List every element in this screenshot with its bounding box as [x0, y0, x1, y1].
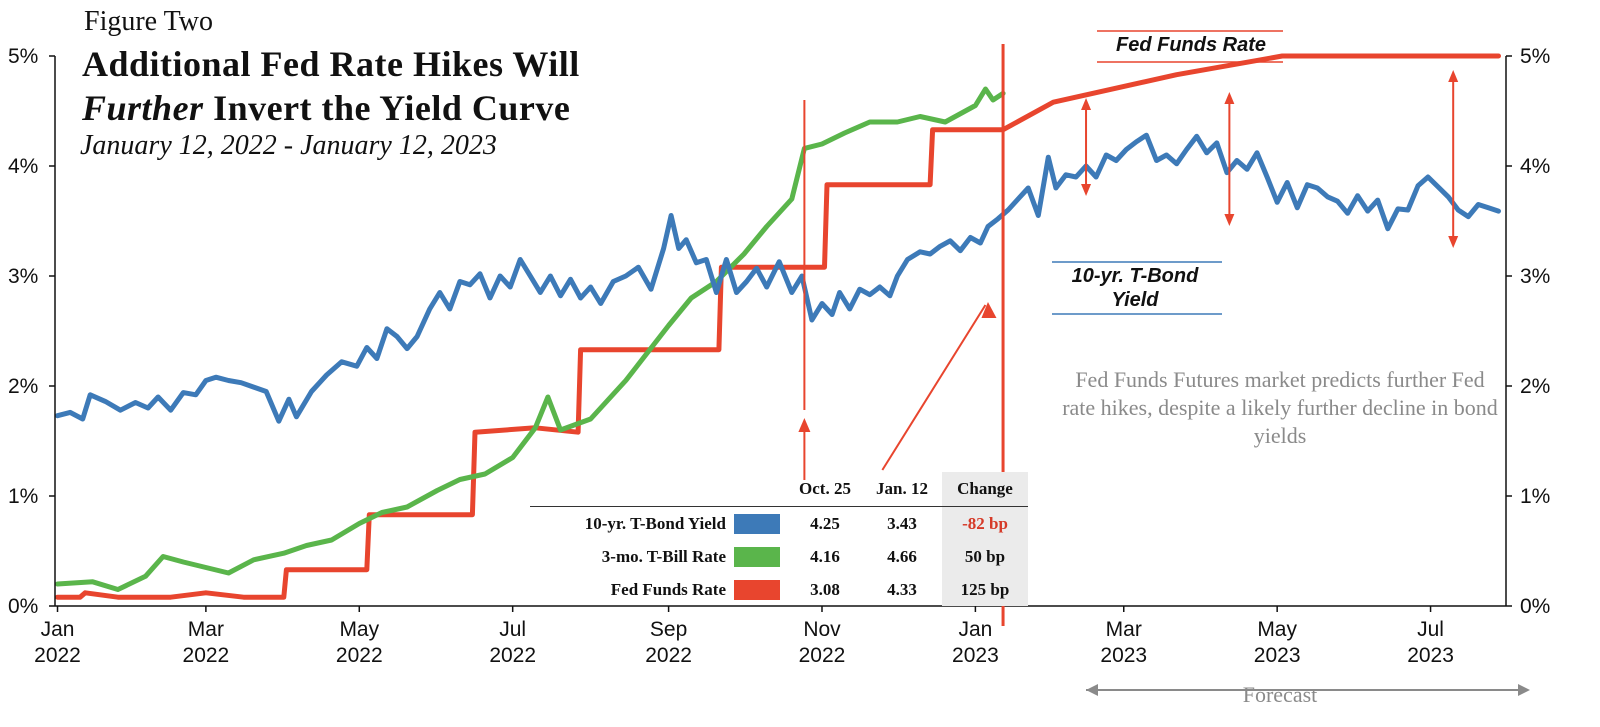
- pointer-arrow-shaft: [881, 304, 987, 471]
- x-tick-label-month: Jan: [958, 618, 992, 641]
- title-emphasis: Further: [82, 88, 204, 128]
- x-tick-label-year: 2022: [34, 644, 81, 667]
- forecast-range-right-head: [1518, 684, 1530, 696]
- row-change-value: -82 bp: [942, 506, 1028, 540]
- tbond-label: 10-yr. T-Bond Yield: [1050, 264, 1220, 312]
- tbond-label-line2: Yield: [1111, 289, 1159, 311]
- gap-arrow-bottom-1: [1224, 214, 1235, 226]
- summary-row-tbond: 10-yr. T-Bond Yield 4.25 3.43 -82 bp: [530, 506, 1028, 540]
- series-line-2: [55, 53, 1501, 600]
- legend-swatch-tbill: [734, 547, 780, 568]
- summary-table: Oct. 25 Jan. 12 Change 10-yr. T-Bond Yie…: [530, 472, 1028, 606]
- x-tick-label-year: 2023: [1254, 644, 1301, 667]
- row-label: 10-yr. T-Bond Yield: [584, 513, 726, 533]
- legend-swatch-fedfunds: [734, 580, 780, 601]
- row-jan-value: 4.33: [887, 579, 917, 599]
- row-jan-value: 3.43: [887, 513, 917, 533]
- x-tick-label-month: Nov: [803, 618, 841, 641]
- x-tick-label-month: Sep: [650, 618, 687, 641]
- forecast-range-left-head: [1086, 684, 1098, 696]
- header-change: Change: [942, 472, 1028, 507]
- y-tick-label-right: 1%: [1520, 485, 1550, 508]
- x-tick-label-month: Mar: [188, 618, 224, 641]
- y-tick-label-left: 5%: [8, 45, 38, 68]
- y-tick-label-left: 4%: [8, 155, 38, 178]
- row-oct-value: 4.25: [810, 513, 840, 533]
- x-tick-label-year: 2022: [645, 644, 692, 667]
- x-tick-label-month: May: [339, 618, 379, 641]
- header-jan: Jan. 12: [862, 472, 942, 507]
- summary-row-fedfunds: Fed Funds Rate 3.08 4.33 125 bp: [530, 573, 1028, 606]
- x-tick-label-year: 2022: [489, 644, 536, 667]
- title-line-2: Further Invert the Yield Curve: [82, 86, 580, 130]
- row-label: 3-mo. T-Bill Rate: [601, 546, 726, 566]
- x-tick-label-year: 2023: [1407, 644, 1454, 667]
- series-line-0: [55, 132, 1501, 424]
- row-oct-value: 4.16: [810, 546, 840, 566]
- row-jan-value: 4.66: [887, 546, 917, 566]
- summary-row-tbill: 3-mo. T-Bill Rate 4.16 4.66 50 bp: [530, 540, 1028, 573]
- x-tick-label-month: May: [1257, 618, 1297, 641]
- series-layer: [55, 53, 1501, 600]
- y-tick-label-right: 0%: [1520, 595, 1550, 618]
- pointer-arrow-head: [981, 302, 997, 318]
- row-oct-value: 3.08: [810, 579, 840, 599]
- x-tick-label-year: 2023: [1100, 644, 1147, 667]
- gap-arrow-bottom-0: [1081, 184, 1092, 196]
- gap-arrow-top-0: [1081, 98, 1092, 110]
- x-tick-label-month: Jul: [1417, 618, 1444, 641]
- series-line-1: [55, 86, 1006, 592]
- x-tick-label-year: 2023: [952, 644, 999, 667]
- legend-swatch-tbond: [734, 514, 780, 535]
- gap-arrow-top-1: [1224, 92, 1235, 104]
- x-tick-label-month: Jul: [499, 618, 526, 641]
- row-label: Fed Funds Rate: [610, 579, 726, 599]
- row-change-value: 50 bp: [942, 540, 1028, 573]
- chart-subtitle: January 12, 2022 - January 12, 2023: [80, 130, 497, 161]
- title-line-1: Additional Fed Rate Hikes Will: [82, 44, 580, 84]
- y-tick-label-right: 5%: [1520, 45, 1550, 68]
- oct25-arrow-head: [798, 418, 811, 432]
- fed-funds-label: Fed Funds Rate: [1115, 34, 1266, 56]
- x-tick-label-year: 2022: [336, 644, 383, 667]
- tbond-label-line1: 10-yr. T-Bond: [1071, 265, 1199, 287]
- chart-title: Additional Fed Rate Hikes Will Further I…: [82, 42, 580, 130]
- x-tick-label-month: Mar: [1106, 618, 1142, 641]
- gap-arrow-bottom-2: [1448, 236, 1459, 248]
- y-tick-label-right: 2%: [1520, 375, 1550, 398]
- axis-layer: 0% 0% 1% 1% 2% 2% 3% 3% 4% 4% 5% 5% Jan 2022 Mar 2022 Ma…: [8, 45, 1550, 667]
- y-tick-label-left: 2%: [8, 375, 38, 398]
- figure-label: Figure Two: [84, 6, 213, 37]
- y-tick-label-left: 0%: [8, 595, 38, 618]
- forecast-label: Forecast: [1242, 682, 1318, 707]
- x-tick-label-month: Jan: [41, 618, 75, 641]
- y-tick-label-left: 3%: [8, 265, 38, 288]
- title-line-2-rest: Invert the Yield Curve: [203, 88, 571, 128]
- futures-note: Fed Funds Futures market predicts furthe…: [1062, 367, 1498, 448]
- header-oct: Oct. 25: [788, 472, 862, 507]
- summary-header-row: Oct. 25 Jan. 12 Change: [530, 472, 1028, 507]
- y-tick-label-right: 3%: [1520, 265, 1550, 288]
- gap-arrow-top-2: [1448, 70, 1459, 82]
- row-change-value: 125 bp: [942, 573, 1028, 606]
- header-blank-2: [734, 472, 788, 507]
- x-tick-label-year: 2022: [183, 644, 230, 667]
- x-tick-label-year: 2022: [799, 644, 846, 667]
- header-blank-1: [530, 472, 734, 507]
- y-tick-label-left: 1%: [8, 485, 38, 508]
- y-tick-label-right: 4%: [1520, 155, 1550, 178]
